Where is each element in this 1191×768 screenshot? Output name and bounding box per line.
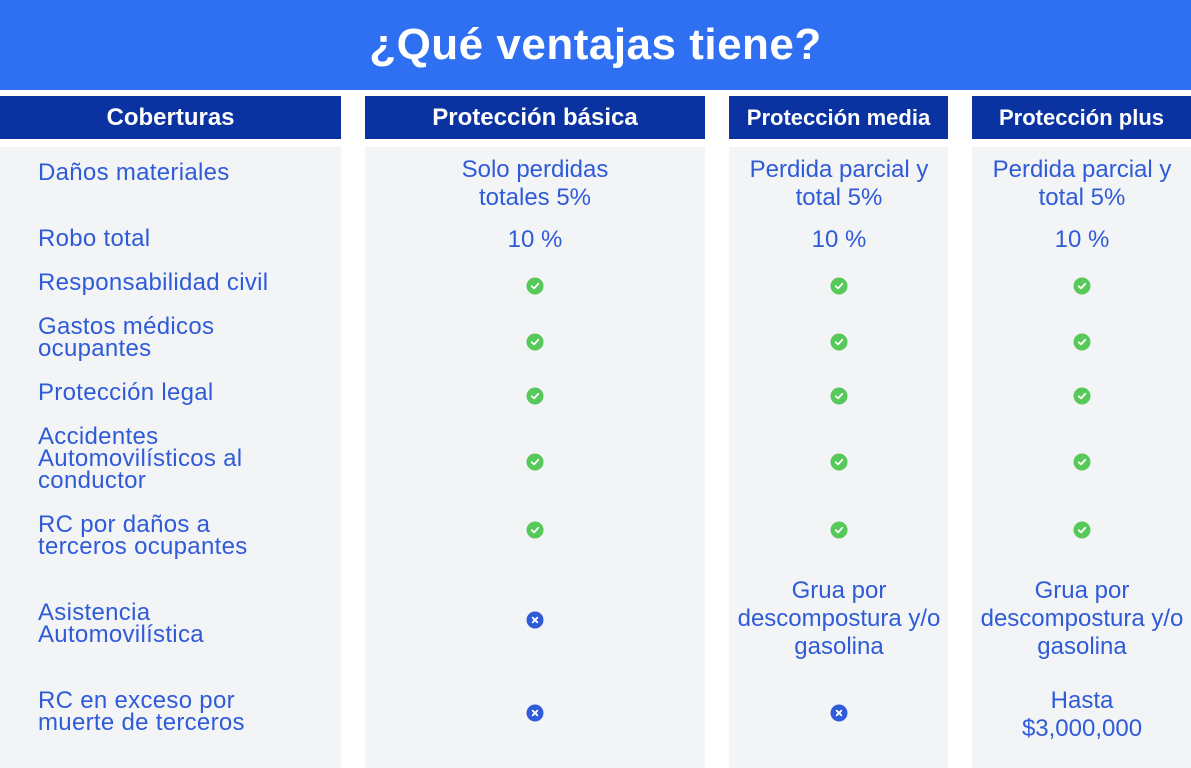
check-icon	[830, 387, 848, 405]
page-title: ¿Qué ventajas tiene?	[369, 20, 822, 69]
check-icon	[526, 387, 544, 405]
cell-asistencia-plus: Grua por descompostura y/o gasolina	[980, 577, 1184, 660]
check-icon	[830, 453, 848, 471]
title-banner: ¿Qué ventajas tiene?	[0, 0, 1191, 90]
header-basica: Protección básica	[365, 96, 705, 139]
check-icon	[1073, 453, 1091, 471]
check-icon	[526, 277, 544, 295]
check-icon	[830, 277, 848, 295]
check-icon	[1073, 277, 1091, 295]
cell-robo-media: 10 %	[811, 226, 867, 253]
row-label-legal: Protección legal	[38, 379, 214, 406]
row-label-asistencia: Asistencia Automovilística	[38, 599, 204, 648]
check-icon	[526, 521, 544, 539]
cell-asistencia-media: Grua por descompostura y/o gasolina	[737, 577, 941, 660]
cell-rc-exceso-plus: Hasta $3,000,000	[1021, 687, 1143, 742]
check-icon	[830, 333, 848, 351]
cell-danos-basica: Solo perdidas totales 5%	[461, 156, 609, 211]
row-label-rc: Responsabilidad civil	[38, 269, 269, 296]
row-label-rc-terceros: RC por daños a terceros ocupantes	[38, 511, 248, 560]
header-media: Protección media	[729, 96, 948, 139]
check-icon	[526, 333, 544, 351]
row-label-accidentes: Accidentes Automovilísticos al conductor	[38, 423, 243, 494]
cell-robo-basica: 10 %	[507, 226, 563, 253]
row-label-gastos: Gastos médicos ocupantes	[38, 313, 215, 362]
check-icon	[830, 521, 848, 539]
header-coberturas: Coberturas	[0, 96, 341, 139]
row-label-danos: Daños materiales	[38, 159, 230, 186]
row-label-rc-exceso: RC en exceso por muerte de terceros	[38, 687, 245, 736]
cell-robo-plus: 10 %	[1054, 226, 1110, 253]
check-icon	[1073, 521, 1091, 539]
cross-icon	[830, 704, 848, 722]
coverage-column-bg	[0, 147, 341, 768]
header-plus: Protección plus	[972, 96, 1191, 139]
cell-danos-media: Perdida parcial y total 5%	[749, 156, 929, 211]
check-icon	[526, 453, 544, 471]
cross-icon	[526, 704, 544, 722]
cell-danos-plus: Perdida parcial y total 5%	[992, 156, 1172, 211]
row-label-robo: Robo total	[38, 225, 151, 252]
check-icon	[1073, 333, 1091, 351]
cross-icon	[526, 611, 544, 629]
check-icon	[1073, 387, 1091, 405]
